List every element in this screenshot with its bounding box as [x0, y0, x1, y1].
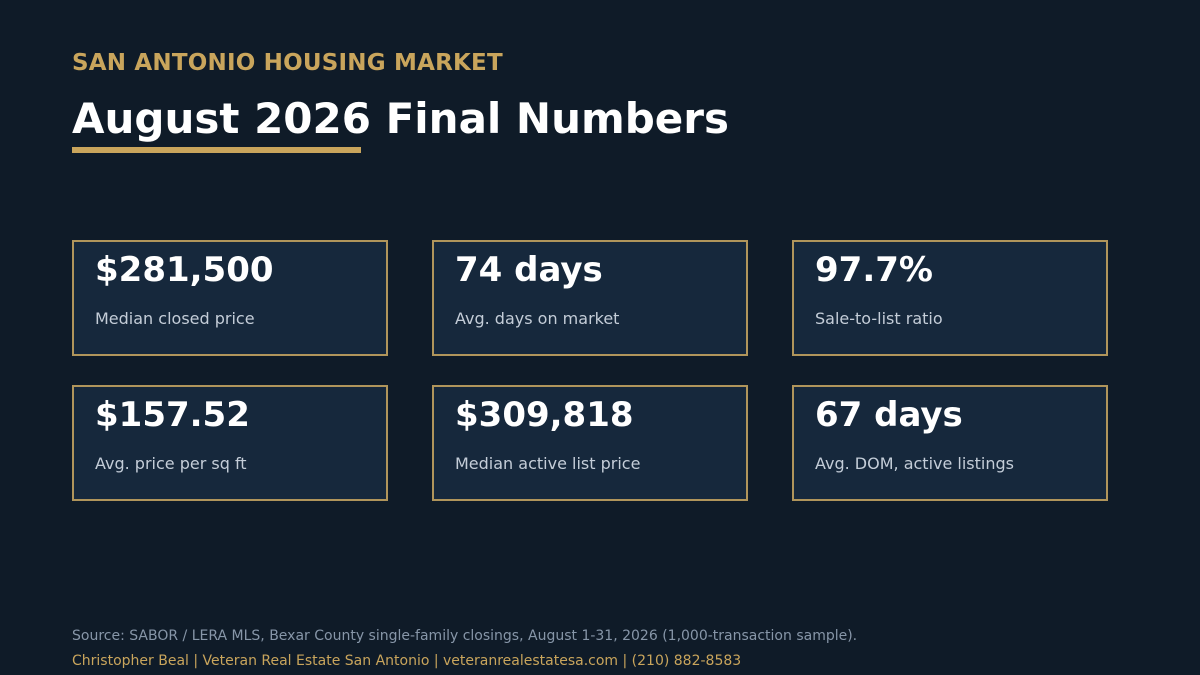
stat-card-sale-to-list: 97.7% Sale-to-list ratio: [792, 240, 1108, 356]
source-note: Source: SABOR / LERA MLS, Bexar County s…: [72, 628, 858, 644]
stat-value: 74 days: [455, 250, 603, 290]
market-eyebrow: SAN ANTONIO HOUSING MARKET: [72, 50, 503, 76]
stat-card-dom-active-listings: 67 days Avg. DOM, active listings: [792, 385, 1108, 501]
stat-card-days-on-market: 74 days Avg. days on market: [432, 240, 748, 356]
stat-value: $309,818: [455, 395, 634, 435]
stat-label: Avg. price per sq ft: [95, 454, 247, 473]
stat-label: Median active list price: [455, 454, 641, 473]
stat-label: Avg. DOM, active listings: [815, 454, 1014, 473]
page-title: August 2026 Final Numbers: [72, 94, 730, 143]
stat-card-price-per-sqft: $157.52 Avg. price per sq ft: [72, 385, 388, 501]
agent-credit: Christopher Beal | Veteran Real Estate S…: [72, 653, 742, 669]
stat-label: Sale-to-list ratio: [815, 309, 943, 328]
stat-value: 67 days: [815, 395, 963, 435]
title-underline: [72, 147, 361, 153]
stat-value: $281,500: [95, 250, 274, 290]
stat-value: 97.7%: [815, 250, 933, 290]
stat-value: $157.52: [95, 395, 250, 435]
stat-label: Avg. days on market: [455, 309, 620, 328]
stat-card-median-active-list-price: $309,818 Median active list price: [432, 385, 748, 501]
stat-label: Median closed price: [95, 309, 255, 328]
stat-card-median-closed-price: $281,500 Median closed price: [72, 240, 388, 356]
